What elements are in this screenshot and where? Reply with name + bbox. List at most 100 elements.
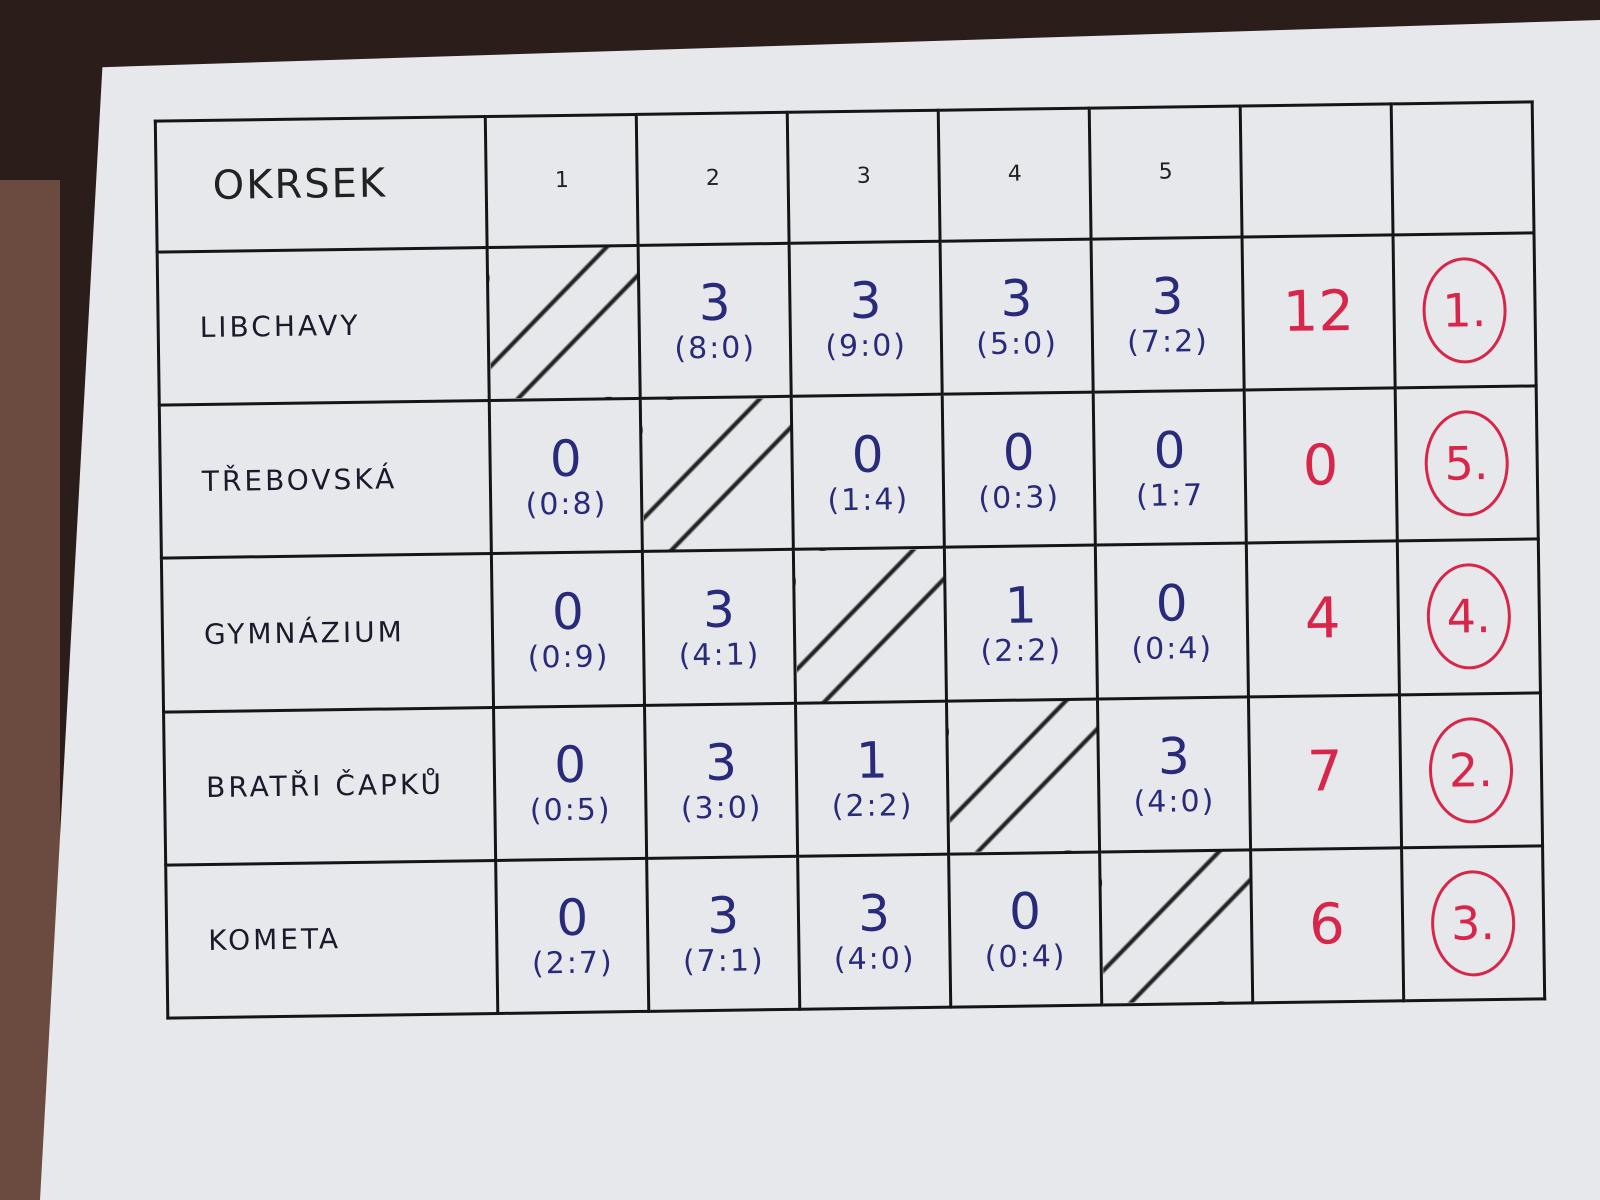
table-row: KOMETA 0 (2:7) 3 (7:1) 3 (4:0) 0 (0:4) 6 3.	[165, 845, 1545, 1019]
match-points: 0	[1153, 420, 1186, 480]
table-row: LIBCHAVY 3 (8:0) 3 (9:0) 3 (5:0) 3 (7:2) 12 1.	[157, 232, 1537, 406]
table-row: TŘEBOVSKÁ 0 (0:8) 0 (1:4) 0 (0:3) 0 (1:7 0 5.	[159, 385, 1539, 559]
match-score: (7:1)	[682, 943, 765, 980]
rank-circle: 1.	[1421, 256, 1508, 364]
match-score: (2:2)	[980, 632, 1063, 670]
match-score: (0:9)	[527, 639, 610, 676]
match-points: 3	[857, 884, 891, 944]
match-result-cell: 0 (0:4)	[948, 851, 1102, 1008]
rank-circle: 3.	[1430, 869, 1516, 977]
points-header	[1240, 103, 1393, 237]
match-points: 0	[1155, 574, 1188, 633]
total-points: 7	[1248, 694, 1402, 850]
match-score: (0:8)	[525, 486, 608, 523]
rank-cell: 5.	[1394, 385, 1539, 542]
rank-circle: 2.	[1428, 716, 1514, 824]
table-row: BRATŘI ČAPKŮ 0 (0:5) 3 (3:0) 1 (2:2) 3 (4:0) 7 2.	[163, 692, 1543, 865]
match-points: 1	[855, 731, 889, 791]
total-points: 6	[1250, 847, 1404, 1003]
match-score: (2:2)	[831, 788, 914, 825]
total-points: 12	[1242, 234, 1395, 390]
table-title: OKRSEK	[155, 116, 488, 252]
rank-cell: 3.	[1401, 845, 1545, 1001]
match-result-cell: 0 (1:4)	[791, 394, 945, 550]
match-result-cell: 3 (5:0)	[940, 238, 1094, 395]
match-result-cell: 0 (0:8)	[489, 398, 643, 554]
match-points: 3	[706, 886, 740, 946]
crossed-out-cell	[793, 547, 947, 703]
match-result-cell: 3 (9:0)	[789, 240, 943, 397]
rank-cell: 4.	[1396, 539, 1541, 695]
crossed-out-cell	[487, 245, 641, 401]
match-points: 0	[1008, 882, 1042, 942]
match-score: (1:7	[1135, 477, 1205, 514]
crossed-out-cell	[640, 396, 794, 552]
match-points: 3	[1000, 269, 1033, 329]
match-points: 0	[555, 889, 589, 948]
match-score: (4:1)	[678, 637, 761, 674]
match-score: (3:0)	[680, 790, 763, 827]
column-header: 2	[636, 112, 790, 246]
match-points: 1	[1004, 576, 1038, 635]
team-name: LIBCHAVY	[157, 247, 490, 406]
match-result-cell: 0 (0:3)	[942, 392, 1096, 548]
rank-circle: 4.	[1425, 563, 1512, 671]
match-points: 0	[553, 735, 587, 795]
match-score: (4:0)	[1133, 784, 1216, 821]
match-score: (0:4)	[984, 939, 1067, 976]
match-result-cell: 0 (0:9)	[491, 551, 645, 707]
match-score: (5:0)	[976, 326, 1059, 363]
match-points: 0	[851, 425, 884, 484]
column-header: 3	[787, 110, 941, 244]
match-result-cell: 0 (2:7)	[495, 858, 650, 1014]
match-points: 0	[551, 582, 585, 642]
team-name: GYMNÁZIUM	[161, 553, 494, 712]
match-result-cell: 3 (7:2)	[1091, 236, 1245, 393]
match-score: (0:3)	[978, 479, 1061, 516]
match-score: (8:0)	[674, 330, 757, 367]
match-points: 0	[1002, 423, 1035, 482]
match-result-cell: 1 (2:2)	[944, 545, 1098, 701]
column-header: 4	[938, 108, 1092, 241]
match-score: (4:0)	[833, 941, 916, 978]
team-name: TŘEBOVSKÁ	[159, 400, 492, 559]
rank-header	[1390, 101, 1534, 235]
match-score: (0:5)	[529, 792, 612, 829]
table-row: GYMNÁZIUM 0 (0:9) 3 (4:1) 1 (2:2) 0 (0:4) 4 4.	[161, 539, 1541, 712]
match-points: 3	[704, 733, 738, 793]
match-points: 3	[1151, 267, 1184, 327]
match-result-cell: 0 (0:5)	[493, 704, 647, 861]
match-result-cell: 3 (4:0)	[797, 853, 951, 1010]
team-name: KOMETA	[165, 860, 499, 1019]
team-name: BRATŘI ČAPKŮ	[163, 706, 496, 865]
match-result-cell: 3 (7:1)	[646, 856, 800, 1012]
crossed-out-cell	[1099, 849, 1253, 1006]
match-result-cell: 3 (3:0)	[644, 702, 798, 859]
match-result-cell: 1 (2:2)	[795, 700, 949, 857]
match-result-cell: 3 (4:1)	[642, 549, 796, 705]
match-score: (1:4)	[827, 481, 910, 518]
column-header: 5	[1089, 106, 1243, 239]
header-row: OKRSEK 1 2 3 4 5	[155, 101, 1534, 252]
crossed-out-cell	[946, 698, 1100, 854]
match-result-cell: 0 (1:7	[1093, 389, 1247, 546]
match-points: 3	[1157, 727, 1191, 786]
match-points: 0	[549, 429, 583, 488]
match-result-cell: 3 (8:0)	[638, 243, 792, 399]
rank-cell: 1.	[1392, 232, 1537, 388]
match-score: (9:0)	[825, 328, 908, 365]
match-points: 3	[698, 274, 731, 333]
column-header: 1	[485, 114, 639, 248]
match-score: (0:4)	[1131, 630, 1214, 667]
match-score: (7:2)	[1126, 324, 1210, 361]
match-points: 3	[849, 271, 882, 331]
match-result-cell: 0 (0:4)	[1095, 543, 1249, 699]
match-score: (2:7)	[531, 945, 614, 982]
match-points: 3	[702, 580, 736, 639]
standings-table: OKRSEK 1 2 3 4 5 LIBCHAVY 3 (8:0) 3 (9:0) 3 (5…	[154, 100, 1546, 1019]
match-result-cell: 3 (4:0)	[1097, 696, 1251, 852]
total-points: 0	[1244, 387, 1397, 544]
rank-cell: 2.	[1399, 692, 1543, 848]
total-points: 4	[1246, 541, 1400, 697]
rank-circle: 5.	[1423, 409, 1510, 518]
